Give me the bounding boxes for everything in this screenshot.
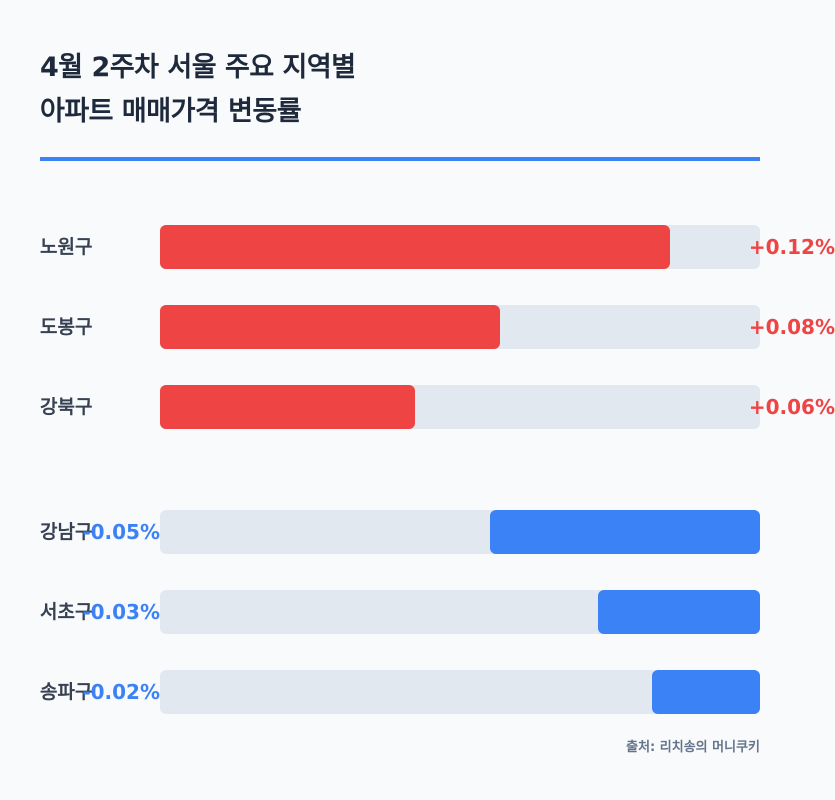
value-label: -0.05% bbox=[82, 520, 160, 544]
bar-track bbox=[160, 590, 760, 634]
increase-bar bbox=[160, 305, 500, 349]
chart-title: 4월 2주차 서울 주요 지역별 아파트 매매가격 변동률 bbox=[40, 46, 356, 134]
bar-track bbox=[160, 305, 760, 349]
value-label: +0.08% bbox=[748, 315, 835, 339]
source-note: 출처: 리치송의 머니쿠키 bbox=[626, 740, 760, 755]
bar-row: 서초구 -0.03% bbox=[0, 590, 835, 634]
decrease-bar bbox=[598, 590, 760, 634]
increase-bar bbox=[160, 225, 670, 269]
decrease-bar bbox=[652, 670, 760, 714]
category-label: 강남구 bbox=[40, 521, 93, 543]
increase-bar bbox=[160, 385, 415, 429]
bar-row: 도봉구 +0.08% bbox=[0, 305, 835, 349]
bar-row: 강북구 +0.06% bbox=[0, 385, 835, 429]
chart-title-line-1: 4월 2주차 서울 주요 지역별 bbox=[40, 52, 356, 83]
category-label: 강북구 bbox=[40, 396, 93, 418]
bar-track bbox=[160, 670, 760, 714]
bar-track bbox=[160, 510, 760, 554]
value-label: -0.02% bbox=[82, 680, 160, 704]
value-label: -0.03% bbox=[82, 600, 160, 624]
bar-row: 강남구 -0.05% bbox=[0, 510, 835, 554]
bar-track bbox=[160, 385, 760, 429]
value-label: +0.12% bbox=[748, 235, 835, 259]
title-divider bbox=[40, 157, 760, 161]
category-label: 도봉구 bbox=[40, 316, 93, 338]
value-label: +0.06% bbox=[748, 395, 835, 419]
category-label: 서초구 bbox=[40, 601, 93, 623]
chart-title-line-2: 아파트 매매가격 변동률 bbox=[40, 96, 302, 127]
category-label: 노원구 bbox=[40, 236, 93, 258]
bar-track bbox=[160, 225, 760, 269]
bar-row: 노원구 +0.12% bbox=[0, 225, 835, 269]
category-label: 송파구 bbox=[40, 681, 93, 703]
bar-row: 송파구 -0.02% bbox=[0, 670, 835, 714]
decrease-bar bbox=[490, 510, 760, 554]
